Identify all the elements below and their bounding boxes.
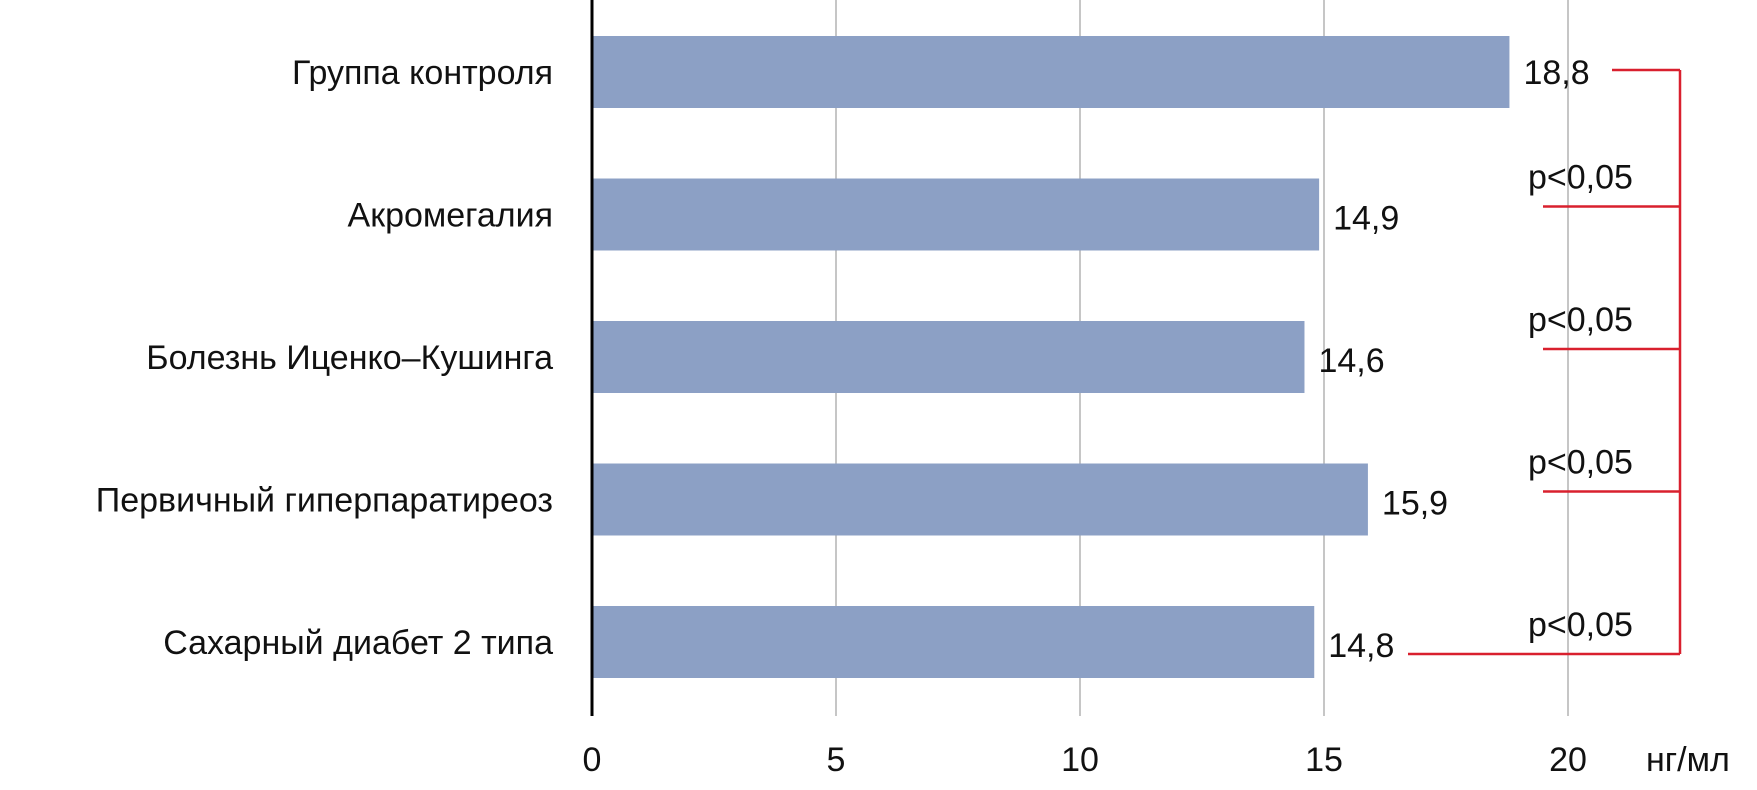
bar — [592, 36, 1510, 108]
x-tick-label: 0 — [583, 741, 602, 779]
x-tick-label: 5 — [827, 741, 846, 779]
p-value-label: p<0,05 — [1528, 444, 1633, 482]
bar — [592, 606, 1315, 678]
category-label: Акромегалия — [348, 197, 553, 235]
bar — [592, 321, 1305, 393]
category-label: Сахарный диабет 2 типа — [163, 624, 553, 662]
x-tick-label: 10 — [1061, 741, 1099, 779]
p-value-label: p<0,05 — [1528, 606, 1633, 644]
value-label: 15,9 — [1382, 485, 1448, 523]
category-label: Первичный гиперпаратиреоз — [96, 482, 553, 520]
bar — [592, 178, 1320, 251]
bar — [592, 463, 1368, 536]
x-axis-unit-label: нг/мл — [1646, 741, 1730, 779]
category-label: Болезнь Иценко–Кушинга — [146, 339, 553, 377]
value-label: 14,9 — [1333, 200, 1399, 238]
labels: 0 5 10 15 20 Группа контроля 18,8 Акромегалия 14… — [96, 54, 1590, 779]
value-label: 14,8 — [1328, 627, 1394, 665]
p-value-label: p<0,05 — [1528, 301, 1633, 339]
significance-annotations: p<0,05 p<0,05 p<0,05 p<0,05 — [1408, 68, 1682, 656]
value-label: 18,8 — [1523, 54, 1589, 92]
x-tick-label: 20 — [1549, 741, 1587, 779]
bars — [592, 36, 1510, 678]
value-label: 14,6 — [1318, 342, 1384, 380]
x-tick-label: 15 — [1305, 741, 1343, 779]
p-value-label: p<0,05 — [1528, 159, 1633, 197]
category-label: Группа контроля — [292, 54, 553, 92]
